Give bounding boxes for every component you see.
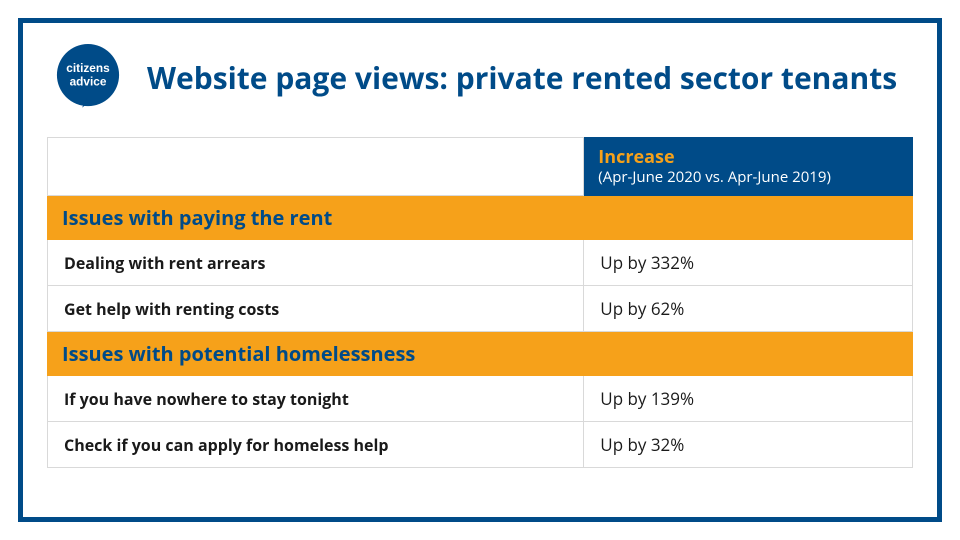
data-table: Increase (Apr-June 2020 vs. Apr-June 201… — [47, 137, 913, 468]
increase-label: Increase — [598, 147, 898, 168]
table-row: Get help with renting costs Up by 62% — [48, 286, 913, 332]
table-row: Dealing with rent arrears Up by 332% — [48, 240, 913, 286]
row-value: Up by 139% — [584, 376, 913, 422]
logo-text-line2: advice — [70, 74, 107, 88]
citizens-advice-logo-icon: citizens advice — [51, 41, 125, 115]
increase-sublabel: (Apr-June 2020 vs. Apr-June 2019) — [598, 168, 898, 186]
table-row: If you have nowhere to stay tonight Up b… — [48, 376, 913, 422]
row-value: Up by 62% — [584, 286, 913, 332]
section-row: Issues with potential homelessness — [48, 332, 913, 376]
table-header-row: Increase (Apr-June 2020 vs. Apr-June 201… — [48, 138, 913, 196]
section-row: Issues with paying the rent — [48, 196, 913, 240]
header: citizens advice Website page views: priv… — [47, 41, 913, 115]
page-title: Website page views: private rented secto… — [147, 60, 897, 96]
table-row: Check if you can apply for homeless help… — [48, 422, 913, 468]
header-blank-cell — [48, 138, 584, 196]
row-label: If you have nowhere to stay tonight — [48, 376, 584, 422]
header-increase-cell: Increase (Apr-June 2020 vs. Apr-June 201… — [584, 138, 913, 196]
logo-text-line1: citizens — [66, 61, 110, 75]
row-label: Check if you can apply for homeless help — [48, 422, 584, 468]
section-title: Issues with potential homelessness — [48, 332, 913, 376]
row-value: Up by 32% — [584, 422, 913, 468]
row-value: Up by 332% — [584, 240, 913, 286]
slide-frame: citizens advice Website page views: priv… — [18, 18, 942, 522]
row-label: Get help with renting costs — [48, 286, 584, 332]
row-label: Dealing with rent arrears — [48, 240, 584, 286]
section-title: Issues with paying the rent — [48, 196, 913, 240]
